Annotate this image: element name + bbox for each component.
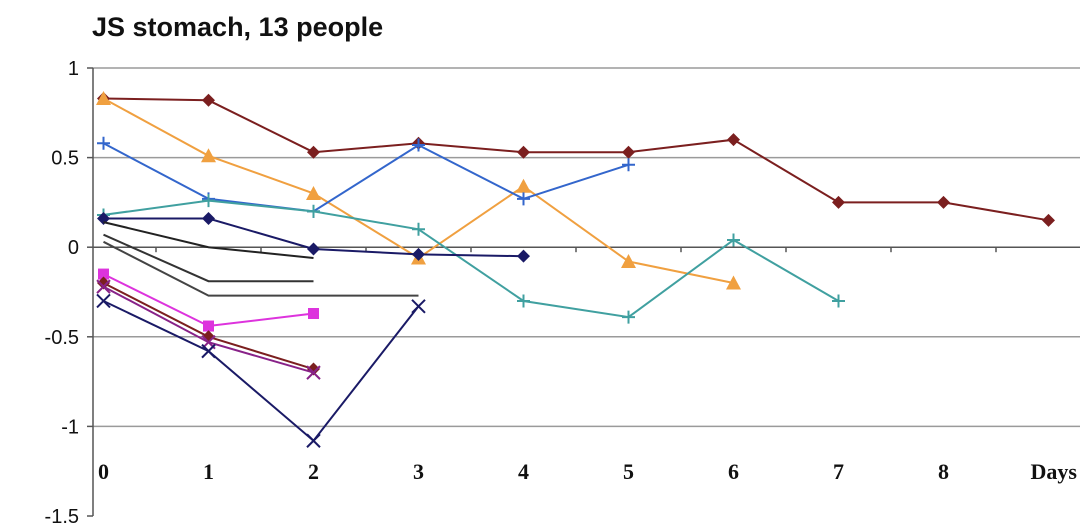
data-point <box>307 145 320 159</box>
data-point <box>306 185 321 200</box>
data-point <box>307 204 320 218</box>
data-point <box>727 233 740 247</box>
data-point <box>516 178 531 193</box>
data-point <box>517 249 530 263</box>
data-point <box>202 194 215 208</box>
x-tick-label: 4 <box>518 459 529 484</box>
series-line <box>103 300 420 443</box>
data-point <box>306 365 321 380</box>
series-1 <box>97 91 1055 227</box>
y-tick-label: 0 <box>68 237 79 259</box>
y-tick-label: -1.5 <box>45 506 79 524</box>
series-8 <box>103 240 419 297</box>
data-point <box>517 294 530 308</box>
series-line <box>103 221 314 259</box>
data-point <box>96 90 111 105</box>
data-point <box>203 320 214 332</box>
x-tick-label: 0 <box>98 459 109 484</box>
data-point <box>1042 213 1055 227</box>
chart-title: JS stomach, 13 people <box>92 12 384 42</box>
data-point <box>621 254 636 269</box>
series-line <box>103 199 840 319</box>
data-point <box>517 192 530 206</box>
series-12 <box>96 293 426 448</box>
data-point <box>412 138 425 152</box>
data-point <box>202 212 215 226</box>
x-tick-label: 7 <box>833 459 844 484</box>
data-point <box>937 195 950 209</box>
x-tick-label: 1 <box>203 459 214 484</box>
data-point <box>412 247 425 261</box>
data-point <box>517 145 530 159</box>
data-point <box>727 133 740 147</box>
data-point <box>726 275 741 290</box>
y-tick-label: 1 <box>68 58 79 80</box>
data-point <box>622 310 635 324</box>
y-tick-label: -0.5 <box>45 327 79 349</box>
x-tick-label: 6 <box>728 459 739 484</box>
data-point <box>201 148 216 163</box>
x-tick-label: 5 <box>623 459 634 484</box>
series-line <box>103 233 314 283</box>
data-point <box>97 212 110 226</box>
series-4 <box>97 194 845 324</box>
y-tick-label: 0.5 <box>51 148 79 170</box>
series-6 <box>103 221 314 259</box>
data-point <box>97 276 110 290</box>
series-9 <box>98 268 319 332</box>
series-line <box>103 142 629 213</box>
series-5 <box>97 212 530 263</box>
x-tick-label: 2 <box>308 459 319 484</box>
data-point <box>306 433 321 448</box>
data-point <box>201 343 216 359</box>
data-point <box>622 158 635 172</box>
data-point <box>98 268 109 280</box>
data-point <box>307 242 320 256</box>
x-tick-label: 3 <box>413 459 424 484</box>
data-point <box>622 145 635 159</box>
data-point <box>308 308 319 320</box>
series-line <box>103 97 1049 222</box>
series-line <box>103 240 419 297</box>
data-point <box>202 93 215 107</box>
data-point <box>832 294 845 308</box>
data-point <box>96 293 111 309</box>
y-tick-label: -1 <box>61 416 79 438</box>
data-point <box>97 136 110 150</box>
data-point <box>96 279 111 294</box>
x-axis-label: Days <box>1031 459 1078 484</box>
x-tick-label: 8 <box>938 459 949 484</box>
series-7 <box>103 233 314 283</box>
data-point <box>832 195 845 209</box>
data-point <box>412 222 425 236</box>
data-point <box>411 299 426 314</box>
